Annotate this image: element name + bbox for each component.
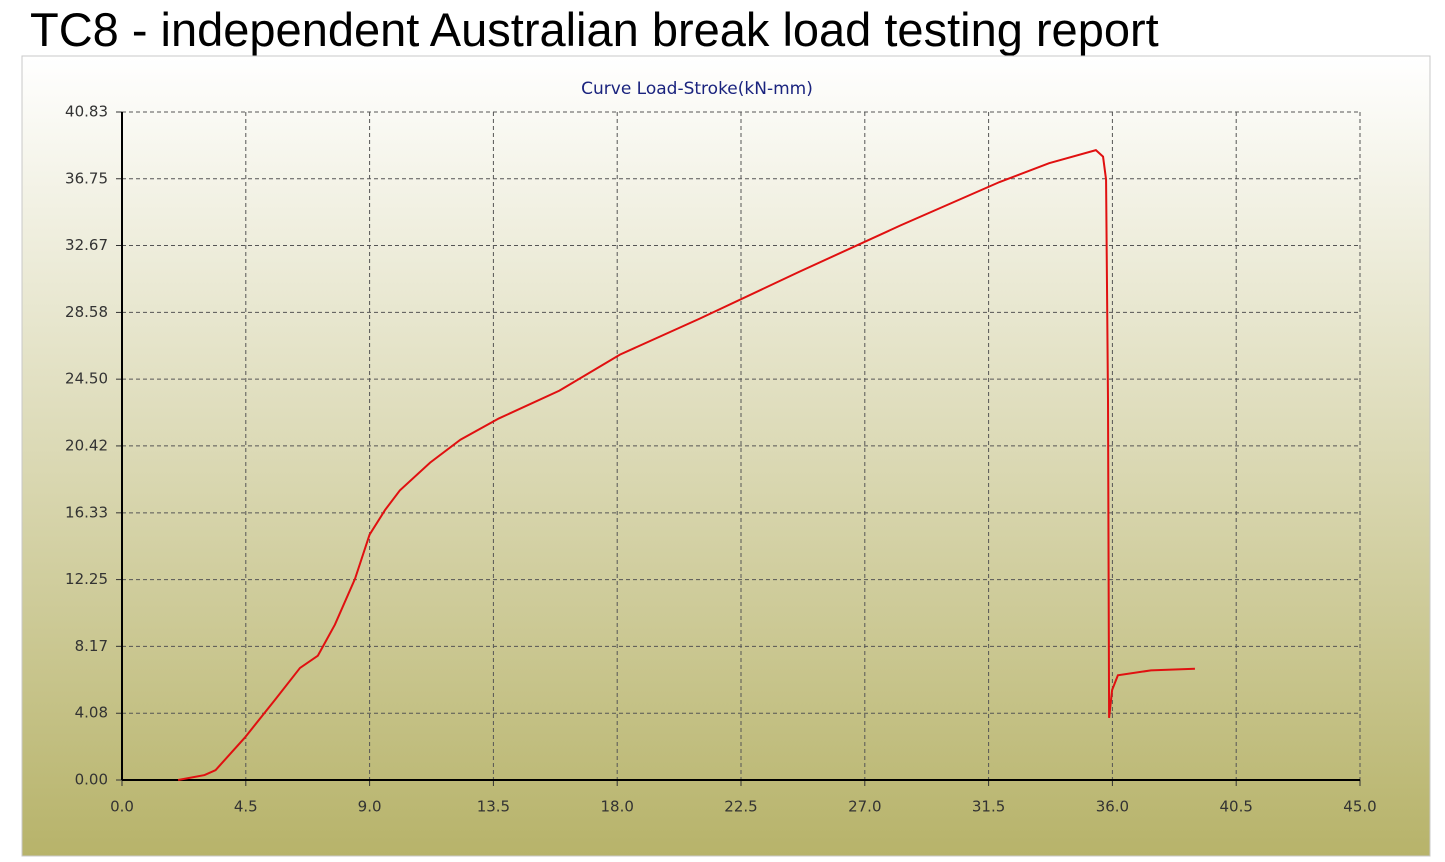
x-tick-label: 4.5 [234,798,258,816]
x-tick-label: 45.0 [1343,798,1376,816]
chart-panel [21,55,1431,857]
y-tick-label: 4.08 [75,704,108,722]
data-line [177,149,1195,781]
x-tick-label: 27.0 [848,798,881,816]
chart-title: Curve Load-Stroke(kN-mm) [581,79,813,99]
x-tick-label: 40.5 [1219,798,1252,816]
page-title: TC8 - independent Australian break load … [30,3,1159,56]
y-tick-label: 40.83 [65,103,108,121]
y-tick-label: 28.58 [65,303,108,321]
x-tick-label: 31.5 [972,798,1005,816]
y-tick-label: 16.33 [65,503,108,521]
y-tick-label: 12.25 [65,570,108,588]
x-tick-label: 36.0 [1096,798,1129,816]
y-tick-label: 24.50 [65,370,108,388]
x-tick-label: 18.0 [600,798,633,816]
x-tick-label: 22.5 [724,798,757,816]
y-tick-label: 0.00 [75,771,108,789]
x-tick-label: 13.5 [477,798,510,816]
y-tick-label: 32.67 [65,236,108,254]
y-tick-label: 8.17 [75,637,108,655]
x-tick-label: 9.0 [358,798,382,816]
plot-area: 0.00 4.08 8.17 12.25 16.33 20.42 24.50 28.58 32.… [65,103,1377,816]
x-tick-label: 0.0 [110,798,134,816]
y-tick-label: 20.42 [65,436,108,454]
y-tick-label: 36.75 [65,169,108,187]
